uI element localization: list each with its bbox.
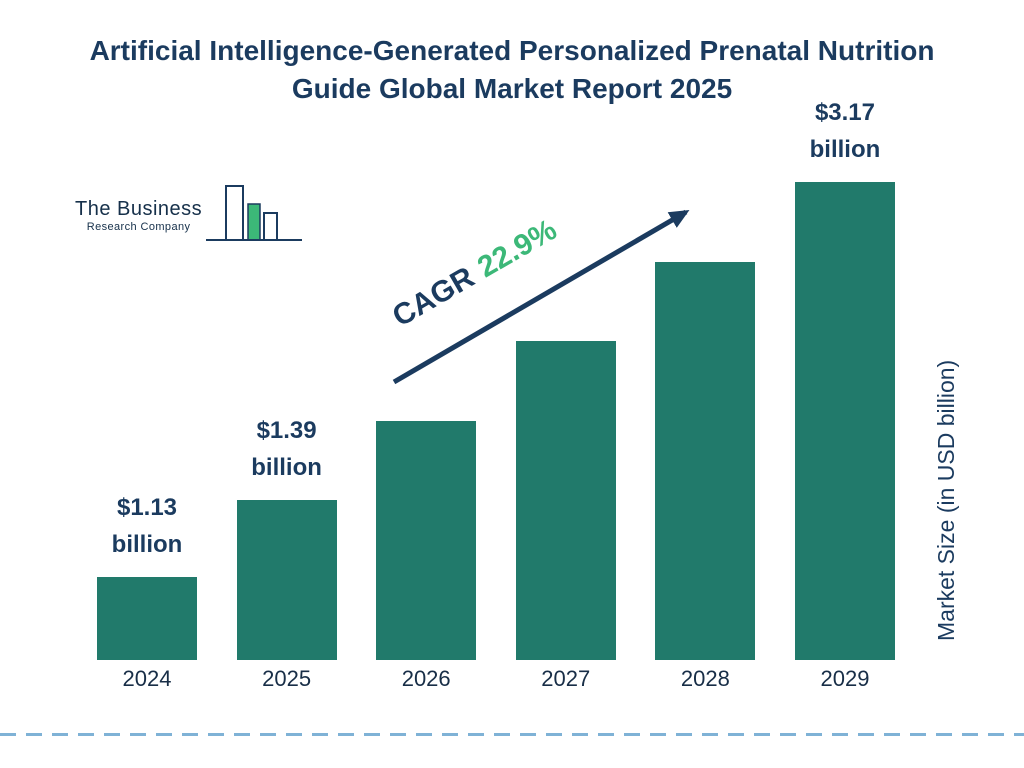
bar-2027 bbox=[515, 341, 616, 660]
logo-text: The Business Research Company bbox=[75, 198, 202, 233]
y-axis-label: Market Size (in USD billion) bbox=[933, 359, 959, 641]
x-axis-label-2027: 2027 bbox=[541, 666, 591, 691]
bar-column-2025: $1.39 billion bbox=[236, 182, 337, 660]
x-axis-labels: 2024 2025 2026 2027 2028 2029 bbox=[97, 666, 895, 692]
bar-value-label-2025: $1.39 billion bbox=[251, 417, 322, 481]
company-logo: The Business Research Company bbox=[75, 180, 304, 250]
bar-column-2024: $1.13 billion bbox=[97, 182, 197, 660]
logo-company-subname: Research Company bbox=[86, 220, 191, 233]
bottom-dashed-line bbox=[0, 733, 1024, 736]
bar-2026 bbox=[376, 421, 477, 660]
bar-column-2029: $3.17 billion bbox=[794, 99, 895, 660]
x-axis-label-2025: 2025 bbox=[262, 666, 312, 691]
bar-column-2026 bbox=[376, 182, 477, 660]
bar-column-2027 bbox=[515, 182, 616, 660]
bar-2024 bbox=[97, 577, 197, 660]
trend-arrow bbox=[392, 209, 690, 385]
bar-column-2028 bbox=[655, 182, 756, 660]
x-axis-label-2026: 2026 bbox=[401, 666, 451, 691]
x-axis-label-2029: 2029 bbox=[820, 666, 870, 691]
bar-2025 bbox=[236, 500, 337, 660]
bar-2029 bbox=[794, 182, 895, 660]
bars: $1.13 billion $1.39 billion $3.17 billion bbox=[97, 99, 895, 660]
page-title: Artificial Intelligence-Generated Person… bbox=[89, 35, 935, 104]
logo-company-name: The Business bbox=[75, 197, 203, 220]
bar-2028 bbox=[655, 262, 756, 660]
bar-chart-logo-icon bbox=[206, 185, 303, 241]
bar-value-label-2029: $3.17 billion bbox=[809, 99, 881, 163]
x-axis-label-2028: 2028 bbox=[680, 666, 730, 691]
x-axis-label-2024: 2024 bbox=[122, 666, 172, 691]
bar-value-label-2024: $1.13 billion bbox=[111, 494, 183, 558]
